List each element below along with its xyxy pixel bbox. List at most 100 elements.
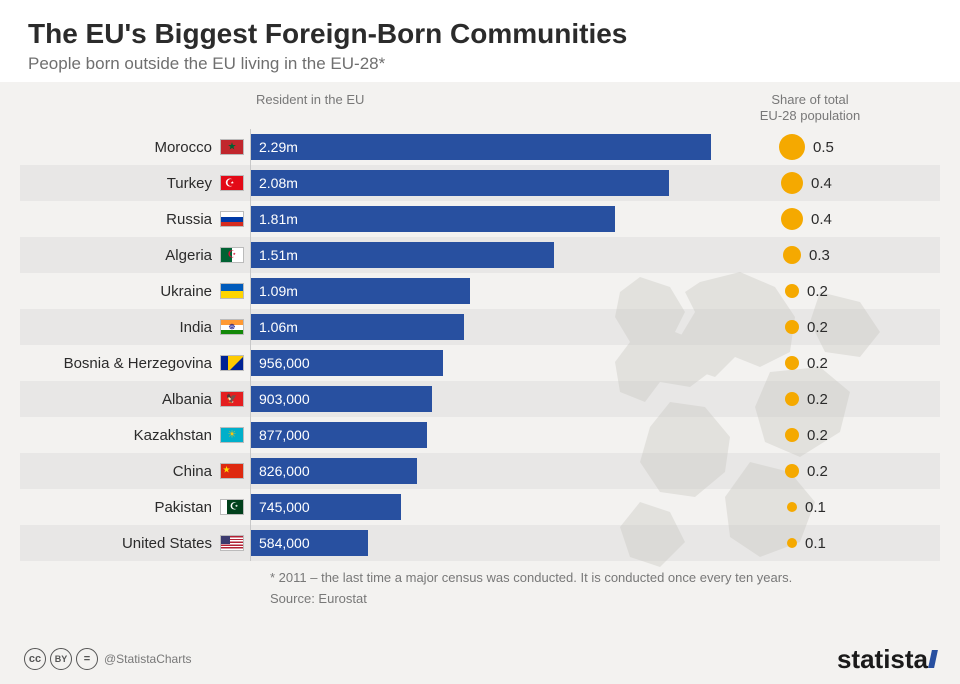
chart-subtitle: People born outside the EU living in the… [28,54,932,74]
bar-label: 1.51m [259,247,298,263]
flag-icon [220,535,244,551]
bar: 745,000 [251,494,401,520]
header-share: Share of total EU-28 population [720,92,900,123]
share-cell: 0.4 [720,172,900,194]
country-name: Kazakhstan [134,427,212,444]
share-dot [787,502,797,512]
flag-icon: ☪ [220,247,244,263]
flag-icon: ☪ [220,499,244,515]
brand-logo: statista [837,644,936,675]
flag-icon: 🦅 [220,391,244,407]
share-cell: 0.5 [720,134,900,160]
country-cell: United States [20,535,250,552]
bar-label: 2.08m [259,175,298,191]
share-value: 0.4 [811,175,839,192]
title-block: The EU's Biggest Foreign-Born Communitie… [0,0,960,82]
bar: 584,000 [251,530,368,556]
bar: 956,000 [251,350,443,376]
bar-label: 903,000 [259,391,310,407]
bar: 1.09m [251,278,470,304]
country-cell: Albania 🦅 [20,391,250,408]
header-bar: Resident in the EU [250,92,720,123]
table-row: Ukraine 1.09m 0.2 [20,273,940,309]
bar-label: 1.81m [259,211,298,227]
share-value: 0.2 [807,427,835,444]
country-name: Russia [166,211,212,228]
twitter-handle: @StatistaCharts [104,652,192,666]
flag-icon: ★ [220,139,244,155]
table-row: Bosnia & Herzegovina956,0000.2 [20,345,940,381]
bar-label: 2.29m [259,139,298,155]
table-row: China ★ 826,000 0.2 [20,453,940,489]
table-row: Russia 1.81m 0.4 [20,201,940,237]
footer-bar: cc BY = @StatistaCharts statista [0,634,960,684]
chart-title: The EU's Biggest Foreign-Born Communitie… [28,18,932,50]
share-cell: 0.2 [720,319,900,336]
rows-list: Morocco★ 2.29m 0.5 Turkey☪ 2.08m 0.4 Russia 1.8… [20,129,940,561]
bar-cell: 826,000 [250,453,720,489]
bar-label: 956,000 [259,355,310,371]
bar-cell: 2.29m [250,129,720,165]
bar-label: 826,000 [259,463,310,479]
country-cell: Turkey☪ [20,175,250,192]
header-country [20,92,250,123]
country-name: Ukraine [160,283,212,300]
country-name: Pakistan [154,499,212,516]
share-value: 0.2 [807,391,835,408]
share-value: 0.2 [807,355,835,372]
share-value: 0.2 [807,463,835,480]
share-value: 0.1 [805,535,833,552]
flag-icon: ★ [220,463,244,479]
country-name: Algeria [165,247,212,264]
bar: 1.81m [251,206,615,232]
flag-icon [220,283,244,299]
column-headers: Resident in the EU Share of total EU-28 … [20,92,940,123]
share-value: 0.2 [807,283,835,300]
table-row: Turkey☪ 2.08m 0.4 [20,165,940,201]
cc-license-icon: cc BY = [24,648,98,670]
bar: 2.29m [251,134,711,160]
share-dot [785,464,799,478]
country-cell: Russia [20,211,250,228]
bar-cell: 1.09m [250,273,720,309]
bar-label: 1.09m [259,283,298,299]
share-dot [787,538,797,548]
country-cell: India☸ [20,319,250,336]
chart-area: Resident in the EU Share of total EU-28 … [0,82,960,606]
footnote: * 2011 – the last time a major census wa… [20,561,940,587]
bar: 877,000 [251,422,427,448]
share-cell: 0.2 [720,427,900,444]
table-row: Algeria ☪ 1.51m 0.3 [20,237,940,273]
bar-label: 584,000 [259,535,310,551]
share-value: 0.3 [809,247,837,264]
country-cell: Ukraine [20,283,250,300]
share-dot [783,246,801,264]
bar-cell: 1.06m [250,309,720,345]
bar-label: 1.06m [259,319,298,335]
country-name: Albania [162,391,212,408]
country-name: United States [122,535,212,552]
bar: 1.51m [251,242,554,268]
share-dot [785,356,799,370]
share-dot [785,428,799,442]
flag-icon [220,355,244,371]
share-cell: 0.3 [720,246,900,264]
country-cell: Morocco★ [20,139,250,156]
chart-container: The EU's Biggest Foreign-Born Communitie… [0,0,960,684]
bar-cell: 745,000 [250,489,720,525]
share-cell: 0.2 [720,283,900,300]
share-cell: 0.1 [720,535,900,552]
bar-cell: 584,000 [250,525,720,561]
share-cell: 0.4 [720,208,900,230]
table-row: Pakistan☪745,0000.1 [20,489,940,525]
bar-cell: 956,000 [250,345,720,381]
share-dot [785,392,799,406]
share-cell: 0.2 [720,463,900,480]
country-cell: Kazakhstan☀ [20,427,250,444]
share-cell: 0.2 [720,355,900,372]
bar-label: 745,000 [259,499,310,515]
table-row: India☸ 1.06m 0.2 [20,309,940,345]
country-name: China [173,463,212,480]
bar-cell: 1.51m [250,237,720,273]
share-cell: 0.2 [720,391,900,408]
